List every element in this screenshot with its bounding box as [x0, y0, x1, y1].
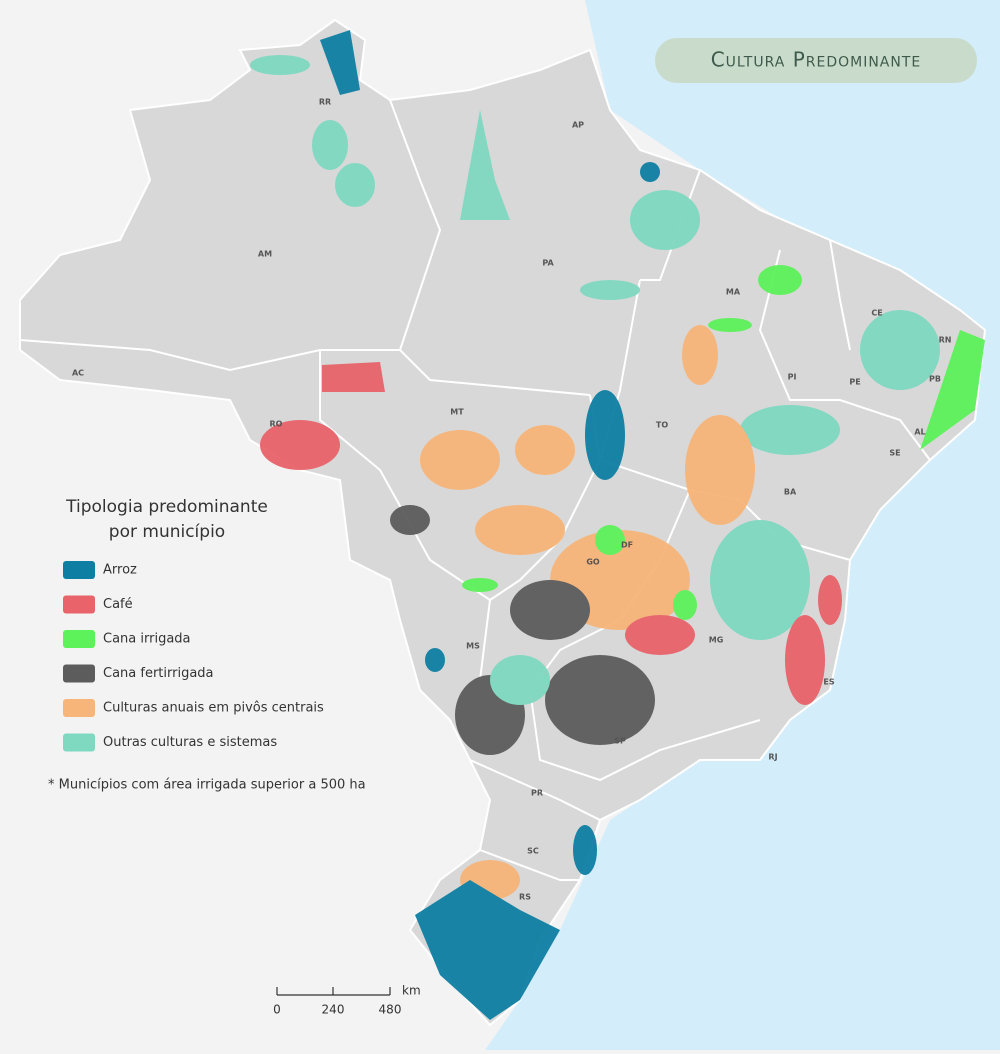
scale-bar — [276, 987, 391, 996]
state-borders — [19, 99, 931, 881]
municipality-areas — [250, 30, 985, 1020]
state-label: CE — [871, 309, 882, 318]
legend-swatch — [63, 733, 95, 752]
legend-label: Café — [103, 597, 133, 612]
state-label: BA — [784, 488, 797, 497]
legend-label: Arroz — [103, 563, 137, 578]
title-pill — [655, 38, 977, 83]
state-label: PR — [531, 789, 543, 798]
state-labels: RR AP AM PA MA CE RN PB PE AL SE PI TO B… — [72, 98, 951, 902]
state-label: PA — [542, 259, 554, 268]
state-label: PB — [929, 375, 941, 384]
state-label: ES — [823, 678, 834, 687]
state-label: SE — [889, 449, 900, 458]
state-label: RN — [939, 336, 952, 345]
state-label: RR — [319, 98, 331, 107]
state-label: PE — [849, 378, 860, 387]
legend: Arroz Café Cana irrigada Cana fertirrigada C… — [63, 561, 324, 752]
legend-swatch — [63, 595, 95, 614]
scale-unit: km — [402, 984, 421, 998]
footnote: * Municípios com área irrigada superior … — [48, 778, 366, 793]
state-label: RO — [270, 420, 283, 429]
legend-title: por município — [109, 522, 225, 542]
state-label: DF — [621, 541, 633, 550]
state-label: RJ — [768, 753, 777, 762]
scale-label: 0 — [273, 1003, 281, 1017]
legend-swatch — [63, 699, 95, 717]
state-label: AM — [258, 250, 272, 259]
legend-title: Tipologia predominante — [65, 497, 268, 517]
scale-label: 240 — [322, 1003, 345, 1017]
legend-label: Outras culturas e sistemas — [103, 735, 277, 750]
legend-label: Culturas anuais em pivôs centrais — [103, 701, 324, 716]
state-label: TO — [656, 421, 668, 430]
state-label: AP — [572, 121, 584, 130]
state-label: SP — [614, 737, 626, 746]
state-label: AC — [72, 369, 84, 378]
state-label: GO — [586, 558, 600, 567]
state-label: PI — [788, 373, 797, 382]
legend-swatch — [63, 630, 95, 648]
state-label: AL — [914, 428, 925, 437]
legend-swatch — [63, 561, 95, 579]
state-label: MS — [466, 642, 480, 651]
state-label: MT — [450, 408, 464, 417]
map-title: Cultura Predominante — [711, 48, 922, 72]
state-label: SC — [527, 847, 539, 856]
state-label: RS — [519, 893, 531, 902]
legend-label: Cana irrigada — [103, 632, 191, 647]
scale-label: 480 — [379, 1003, 402, 1017]
legend-label: Cana fertirrigada — [103, 666, 214, 681]
legend-swatch — [63, 664, 95, 683]
state-label: MG — [709, 636, 724, 645]
state-label: MA — [726, 288, 741, 297]
